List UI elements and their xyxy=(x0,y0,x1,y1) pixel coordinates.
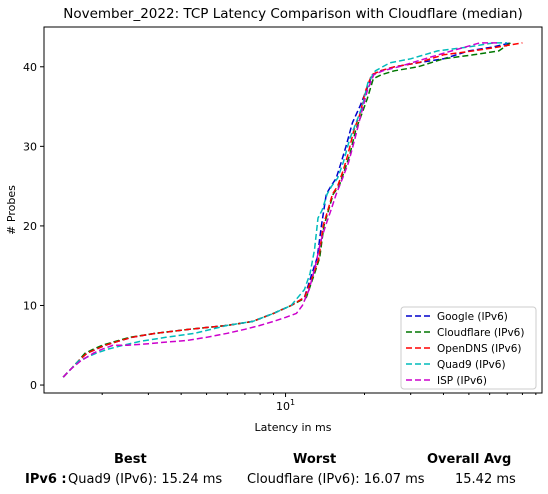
y-axis-label: # Probes xyxy=(5,185,18,235)
ipv6-row-label: IPv6 : xyxy=(25,472,67,487)
series-line-4 xyxy=(62,42,497,378)
y-tick-label: 30 xyxy=(23,140,37,153)
legend-label: OpenDNS (IPv6) xyxy=(437,343,522,355)
y-tick-label: 40 xyxy=(23,61,37,74)
series-lines xyxy=(62,42,523,378)
legend-label: ISP (IPv6) xyxy=(437,375,487,387)
overall-avg-value: 15.42 ms xyxy=(455,472,516,487)
x-axis-label: Latency in ms xyxy=(255,421,332,434)
chart-title: November_2022: TCP Latency Comparison wi… xyxy=(63,6,523,22)
latency-chart: November_2022: TCP Latency Comparison wi… xyxy=(5,6,543,434)
y-tick-label: 20 xyxy=(23,220,37,233)
legend-label: Cloudflare (IPv6) xyxy=(437,327,524,339)
legend: Google (IPv6) Cloudflare (IPv6) OpenDNS (I… xyxy=(400,306,537,390)
y-tick-label: 0 xyxy=(30,379,37,392)
series-line-1 xyxy=(62,42,511,378)
plot-area xyxy=(43,26,543,394)
worst-header: Worst xyxy=(293,452,337,467)
legend-label: Google (IPv6) xyxy=(437,311,508,323)
y-tick-label: 10 xyxy=(23,299,37,312)
legend-box xyxy=(400,306,537,390)
series-line-2 xyxy=(62,42,523,378)
best-header: Best xyxy=(114,452,147,467)
series-line-3 xyxy=(62,42,508,378)
series-line-0 xyxy=(62,42,511,378)
worst-value: Cloudflare (IPv6): 16.07 ms xyxy=(247,472,425,487)
overall-avg-header: Overall Avg xyxy=(427,452,512,467)
legend-label: Quad9 (IPv6) xyxy=(437,359,506,371)
best-value: Quad9 (IPv6): 15.24 ms xyxy=(68,472,223,487)
